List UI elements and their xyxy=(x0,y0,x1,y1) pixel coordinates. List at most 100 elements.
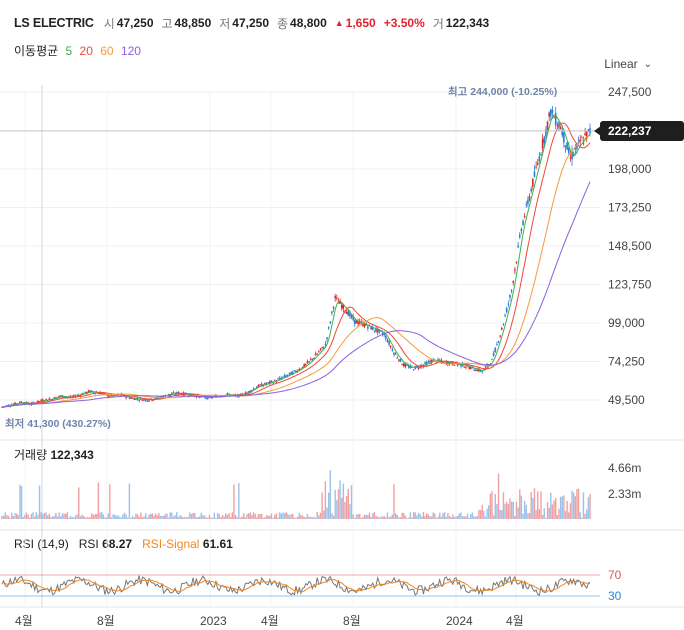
candle-body xyxy=(354,319,356,324)
volume-bar xyxy=(303,516,305,519)
candle-body xyxy=(496,344,498,346)
volume-bar xyxy=(97,482,100,519)
volume-bar xyxy=(197,517,199,519)
volume-bar xyxy=(507,504,510,519)
volume-bar xyxy=(488,505,490,519)
candle-body xyxy=(473,369,475,371)
candle-body xyxy=(285,375,287,377)
volume-bar xyxy=(440,516,443,519)
volume-bar xyxy=(528,513,531,519)
volume-bar xyxy=(360,517,363,519)
candle-body xyxy=(479,369,482,372)
candle-body xyxy=(425,362,428,366)
volume-bar xyxy=(223,516,225,519)
volume-bar xyxy=(6,515,8,519)
candle-body xyxy=(60,395,62,397)
volume-bar xyxy=(17,514,20,519)
candle-body xyxy=(278,377,281,379)
candle-body xyxy=(241,393,243,396)
volume-bar xyxy=(422,512,425,519)
volume-bar xyxy=(163,515,165,519)
x-tick-label: 2023 xyxy=(200,614,227,628)
volume-bar xyxy=(117,515,119,519)
close-label: 종 xyxy=(277,16,289,31)
scale-mode-dropdown[interactable]: Linear ⌄ xyxy=(604,57,652,71)
volume-bar xyxy=(65,513,67,519)
volume-bar xyxy=(525,504,527,519)
price-tick-label: 247,500 xyxy=(608,85,652,99)
candle-body xyxy=(429,361,431,363)
up-triangle-icon: ▲ xyxy=(334,18,344,28)
volume-bar xyxy=(133,517,135,519)
volume-bar xyxy=(319,512,322,519)
candle-body xyxy=(99,392,101,395)
volume-bar xyxy=(78,487,80,519)
volume-bar xyxy=(295,517,297,519)
volume-bar xyxy=(58,512,60,519)
chevron-down-icon: ⌄ xyxy=(643,58,652,70)
volume-bar xyxy=(551,504,554,519)
min-price-annotation: 최저 41,300 (430.27%) xyxy=(5,417,111,430)
candle-body xyxy=(505,307,508,312)
candle-body xyxy=(28,404,31,406)
volume-bar xyxy=(42,514,44,519)
candle-body xyxy=(474,370,477,372)
moving-average-legend[interactable]: 이동평균 5 20 60 120 xyxy=(14,42,145,59)
volume-bar xyxy=(270,513,273,519)
candle-body xyxy=(375,328,377,332)
volume-bar xyxy=(120,517,122,519)
candle-body xyxy=(53,397,56,400)
volume-bar xyxy=(283,513,286,519)
volume-bar xyxy=(466,513,469,519)
volume-bar xyxy=(33,516,36,519)
price-tick-label: 123,750 xyxy=(608,278,652,292)
volume-bar xyxy=(125,514,127,519)
rsi-signal-line xyxy=(1,578,591,593)
volume-bar xyxy=(530,492,532,519)
volume-bar xyxy=(474,516,477,519)
volume-bar xyxy=(151,513,153,519)
candle-body xyxy=(45,399,47,401)
volume-bar xyxy=(166,513,168,519)
candle-body xyxy=(576,143,578,149)
candle-body xyxy=(389,346,392,348)
candle-body xyxy=(515,261,518,263)
candle-body xyxy=(125,397,127,399)
volume-bar xyxy=(533,488,536,519)
volume-bar xyxy=(450,517,452,519)
volume-bar xyxy=(82,515,85,519)
candle-body xyxy=(247,391,250,393)
volume-bar xyxy=(269,515,271,519)
candle-body xyxy=(48,398,51,400)
volume-bar xyxy=(25,512,28,519)
volume-bar xyxy=(153,515,155,519)
volume-bar xyxy=(91,513,93,519)
volume-bar xyxy=(239,517,242,519)
volume-bar xyxy=(305,517,307,519)
volume-bar xyxy=(2,515,5,519)
volume-bar xyxy=(43,513,46,519)
volume-bar xyxy=(141,517,144,519)
candle-body xyxy=(564,145,567,148)
candle-body xyxy=(494,348,497,353)
low-value: 47,250 xyxy=(232,16,269,30)
candle-body xyxy=(324,343,327,345)
candle-body xyxy=(523,216,526,218)
volume-bar xyxy=(375,515,377,519)
volume-bar xyxy=(352,514,354,519)
candle-body xyxy=(336,297,338,299)
candle-body xyxy=(340,304,343,309)
volume-bar xyxy=(48,513,51,519)
candle-body xyxy=(135,398,137,400)
candle-body xyxy=(252,388,255,390)
volume-bar xyxy=(167,517,170,519)
candle-body xyxy=(97,393,100,395)
volume-bar xyxy=(380,516,382,519)
volume-bar xyxy=(282,512,284,519)
candle-body xyxy=(551,109,554,113)
volume-bar xyxy=(416,515,418,519)
volume-bar xyxy=(589,493,591,519)
volume-bar xyxy=(66,512,69,519)
volume-bar xyxy=(20,486,23,519)
